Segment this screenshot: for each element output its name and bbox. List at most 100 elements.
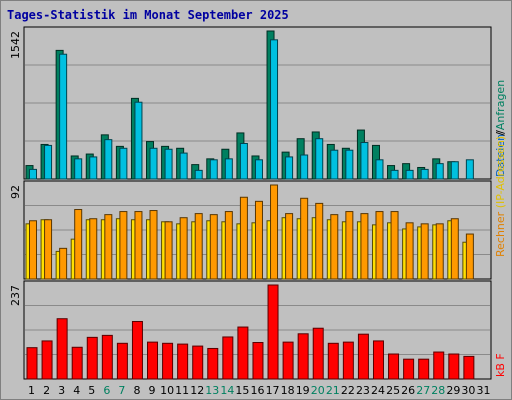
bar-kb [388, 353, 400, 380]
bar-kb [162, 342, 174, 380]
bar-rechner [149, 210, 158, 280]
bar-dateien [134, 101, 143, 180]
bar-rechner [29, 220, 37, 280]
bar-kb [56, 318, 68, 380]
bar-kb [192, 345, 204, 380]
bar-rechner [465, 233, 474, 280]
bar-kb [237, 326, 249, 380]
legend-anfragen: Anfragen [494, 80, 507, 130]
bar-dateien [89, 156, 98, 180]
bar-dateien [149, 147, 158, 180]
x-tick-label: 10 [160, 384, 174, 397]
bar-rechner [390, 211, 399, 280]
bar-rechner [300, 197, 309, 280]
bar-dateien [435, 163, 444, 180]
x-tick-label: 25 [386, 384, 400, 397]
x-tick-label: 14 [220, 384, 234, 397]
x-tick-label: 6 [103, 384, 110, 397]
bar-rechner [420, 223, 429, 280]
bar-kb [41, 340, 53, 380]
bar-kb [342, 341, 354, 380]
bar-kb [147, 341, 159, 380]
bar-dateien [330, 149, 339, 180]
legend-rechner: Rechner [494, 208, 507, 257]
bar-dateien [300, 154, 309, 180]
legend-separator: / [494, 132, 507, 136]
bar-dateien [29, 168, 37, 180]
bar-rechner [209, 214, 218, 280]
bar-dateien [59, 53, 68, 180]
bar-dateien [209, 159, 218, 180]
bar-rechner [194, 213, 203, 280]
bar-rechner [104, 214, 113, 280]
x-tick-label: 17 [266, 384, 280, 397]
bar-dateien [179, 152, 188, 180]
x-tick-label: 9 [149, 384, 156, 397]
bar-dateien [285, 156, 294, 180]
bar-rechner [375, 211, 384, 280]
x-tick-label: 19 [296, 384, 310, 397]
bar-dateien [74, 158, 83, 180]
bar-rechner [285, 213, 294, 280]
bar-dateien [315, 138, 324, 180]
bar-dateien [119, 147, 128, 180]
bar-rechner [315, 202, 324, 280]
bar-dateien [465, 159, 474, 180]
bar-dateien [375, 159, 384, 180]
bar-kb [282, 341, 294, 380]
bar-kb [312, 327, 324, 380]
bar-kb [448, 353, 460, 380]
x-tick-label: 3 [58, 384, 65, 397]
x-tick-label: 12 [190, 384, 204, 397]
bar-dateien [44, 144, 53, 180]
bar-kb [327, 342, 339, 380]
legend-separator: / [494, 130, 507, 134]
x-tick-label: 7 [118, 384, 125, 397]
bar-kb [177, 343, 189, 380]
bar-rechner [164, 221, 173, 280]
legend-kb: kB F [494, 353, 507, 377]
x-tick-label: 4 [73, 384, 80, 397]
bar-rechner [360, 213, 369, 280]
bar-kb [403, 358, 415, 380]
bar-rechner [134, 211, 143, 280]
bar-kb [252, 342, 264, 380]
x-tick-label: 13 [205, 384, 219, 397]
x-tick-label: 16 [251, 384, 265, 397]
bar-rechner [74, 209, 83, 280]
bar-kb [26, 347, 38, 380]
x-tick-label: 23 [356, 384, 370, 397]
bar-kb [357, 333, 369, 380]
bar-dateien [390, 169, 399, 180]
y-axis-max-label: 92 [9, 185, 22, 199]
bar-rechner [59, 247, 68, 280]
bar-rechner [254, 200, 263, 280]
bar-kb [433, 351, 445, 380]
bar-dateien [345, 149, 354, 180]
bar-kb [207, 347, 219, 380]
chart-title: Tages-Statistik im Monat September 2025 [7, 8, 289, 22]
bar-dateien [224, 158, 233, 180]
bar-kb [372, 340, 384, 380]
bar-rechner [119, 211, 128, 280]
bar-dateien [239, 142, 248, 180]
bar-kb [101, 334, 113, 380]
bar-rechner [179, 217, 188, 280]
y-axis-max-label: 237 [9, 285, 22, 306]
bar-rechner [224, 211, 233, 280]
bar-kb [131, 320, 143, 380]
x-tick-label: 5 [88, 384, 95, 397]
bar-dateien [405, 169, 414, 180]
bar-dateien [450, 161, 459, 180]
bar-rechner [450, 218, 459, 280]
bar-rechner [330, 214, 339, 280]
bar-kb [86, 336, 98, 380]
x-tick-label: 27 [416, 384, 430, 397]
bar-kb [463, 355, 475, 380]
bar-rechner [405, 222, 414, 280]
legend-besuche: (IP-Adressen) [494, 136, 507, 209]
x-tick-label: 28 [431, 384, 445, 397]
bar-dateien [270, 39, 279, 180]
